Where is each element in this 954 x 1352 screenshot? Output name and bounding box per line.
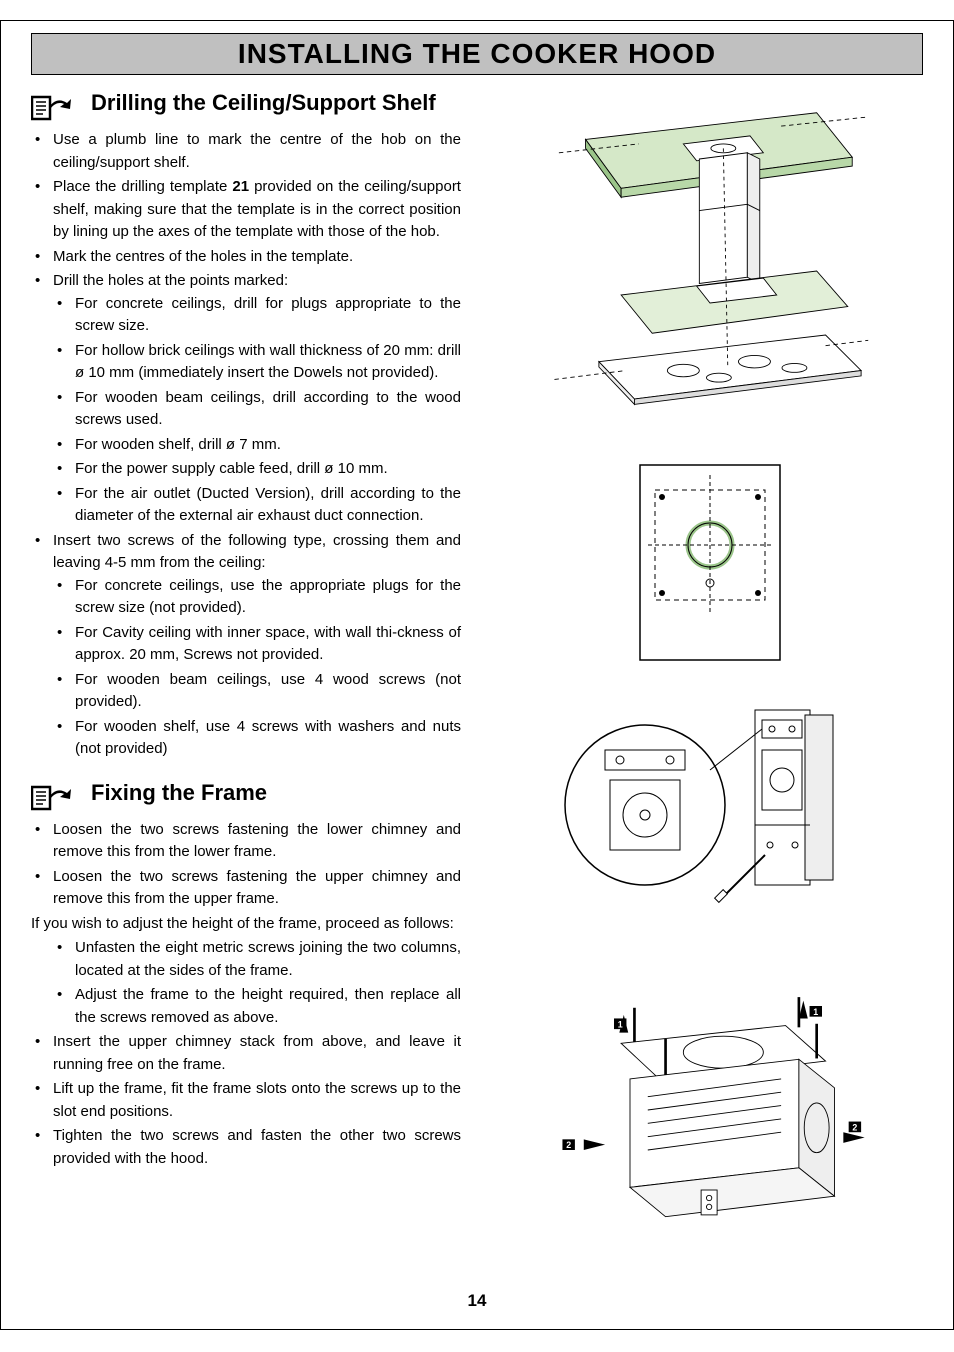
- list-item: Insert two screws of the following type,…: [31, 530, 461, 761]
- sub-list: For concrete ceilings, use the appropria…: [53, 575, 461, 761]
- list-item: For Cavity ceiling with inner space, wit…: [53, 622, 461, 667]
- list-item: Adjust the frame to the height required,…: [53, 984, 461, 1029]
- list-fixing-1: Loosen the two screws fastening the lowe…: [31, 819, 461, 911]
- list-item: For concrete ceilings, use the appropria…: [53, 575, 461, 620]
- list-item: Unfasten the eight metric screws joining…: [53, 937, 461, 982]
- hood-isometric-illustration: [550, 85, 870, 425]
- note-icon: [31, 93, 73, 121]
- list-item: Insert the upper chimney stack from abov…: [31, 1031, 461, 1076]
- arrow-label-1b: 1: [813, 1007, 818, 1017]
- text: Drill the holes at the points marked:: [53, 272, 288, 289]
- section-heading-drilling: Drilling the Ceiling/Support Shelf: [31, 89, 461, 121]
- text: Insert two screws of the following type,…: [53, 532, 461, 572]
- sub-list: For concrete ceilings, drill for plugs a…: [53, 293, 461, 528]
- left-column: Drilling the Ceiling/Support Shelf Use a…: [31, 85, 461, 1245]
- heading-drilling: Drilling the Ceiling/Support Shelf: [91, 89, 436, 117]
- figure-3: [550, 695, 870, 945]
- template-plan-illustration: [600, 455, 820, 665]
- title-bar: INSTALLING THE COOKER HOOD: [31, 33, 923, 75]
- list-item: For the air outlet (Ducted Version), dri…: [53, 483, 461, 528]
- list-item: Lift up the frame, fit the frame slots o…: [31, 1078, 461, 1123]
- text: Place the drilling template: [53, 178, 232, 195]
- frame-assembly-illustration: 1 1 2 2: [550, 975, 870, 1245]
- template-number: 21: [232, 178, 249, 195]
- two-column-layout: Drilling the Ceiling/Support Shelf Use a…: [31, 85, 923, 1245]
- sub-list-fixing: Unfasten the eight metric screws joining…: [31, 937, 461, 1029]
- paragraph: If you wish to adjust the height of the …: [31, 913, 461, 936]
- arrow-label-1a: 1: [617, 1019, 622, 1029]
- note-icon: [31, 783, 73, 811]
- list-item: Use a plumb line to mark the centre of t…: [31, 129, 461, 174]
- list-item: Tighten the two screws and fasten the ot…: [31, 1125, 461, 1170]
- list-item: Mark the centres of the holes in the tem…: [31, 246, 461, 269]
- arrow-label-2b: 2: [852, 1122, 857, 1132]
- heading-fixing: Fixing the Frame: [91, 779, 267, 807]
- right-column: 1 1 2 2: [496, 85, 923, 1245]
- list-item: For concrete ceilings, drill for plugs a…: [53, 293, 461, 338]
- list-fixing-2: Insert the upper chimney stack from abov…: [31, 1031, 461, 1170]
- list-item: Drill the holes at the points marked: Fo…: [31, 270, 461, 528]
- list-drilling: Use a plumb line to mark the centre of t…: [31, 129, 461, 761]
- list-item: For wooden beam ceilings, drill accordin…: [53, 387, 461, 432]
- figure-4: 1 1 2 2: [550, 975, 870, 1245]
- arrow-label-2a: 2: [566, 1140, 571, 1150]
- section-heading-fixing: Fixing the Frame: [31, 779, 461, 811]
- page-title: INSTALLING THE COOKER HOOD: [32, 38, 922, 70]
- page: INSTALLING THE COOKER HOOD Drilling the …: [0, 20, 954, 1330]
- list-item: For the power supply cable feed, drill ø…: [53, 458, 461, 481]
- list-item: For wooden beam ceilings, use 4 wood scr…: [53, 669, 461, 714]
- figure-2: [550, 455, 870, 665]
- list-item: For wooden shelf, use 4 screws with wash…: [53, 716, 461, 761]
- figure-1: [550, 85, 870, 425]
- list-item: Place the drilling template 21 provided …: [31, 176, 461, 244]
- list-item: Loosen the two screws fastening the lowe…: [31, 819, 461, 864]
- list-item: For hollow brick ceilings with wall thic…: [53, 340, 461, 385]
- list-item: Loosen the two screws fastening the uppe…: [31, 866, 461, 911]
- page-number: 14: [1, 1291, 953, 1311]
- bracket-detail-illustration: [550, 695, 870, 945]
- list-item: For wooden shelf, drill ø 7 mm.: [53, 434, 461, 457]
